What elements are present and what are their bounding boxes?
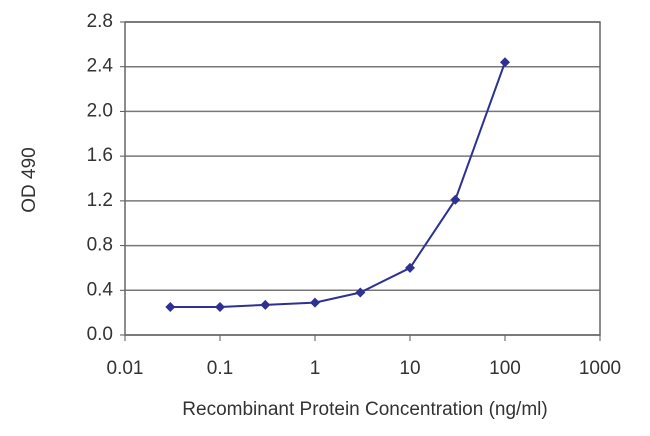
y-tick-label: 2.8	[87, 11, 113, 32]
data-point	[405, 262, 415, 273]
data-point	[165, 302, 176, 313]
x-tick-label: 10	[399, 358, 420, 379]
data-line	[170, 61, 506, 309]
x-tick-label: 0.1	[207, 358, 233, 379]
data-point	[310, 297, 320, 308]
y-tick-label: 0.0	[87, 324, 113, 345]
x-tick-label: 1	[310, 358, 321, 379]
data-point	[500, 57, 510, 68]
x-axis-label: Recombinant Protein Concentration (ng/ml…	[182, 399, 547, 420]
x-tick-label: 1000	[579, 358, 621, 379]
data-point	[450, 194, 461, 205]
y-tick-label: 2.4	[87, 56, 114, 77]
y-tick-label: 0.8	[87, 235, 113, 256]
data-point	[215, 302, 225, 313]
x-tick-label: 0.01	[107, 358, 144, 379]
y-tick-label: 2.0	[87, 100, 113, 121]
data-point	[260, 299, 271, 310]
y-axis-label: OD 490	[19, 147, 40, 212]
y-tick-label: 1.2	[87, 190, 113, 211]
plot-frame	[124, 21, 601, 336]
y-tick-label: 0.4	[87, 279, 114, 300]
y-tick-label: 1.6	[87, 145, 113, 166]
data-point	[355, 287, 366, 298]
x-tick-label: 100	[489, 358, 521, 379]
